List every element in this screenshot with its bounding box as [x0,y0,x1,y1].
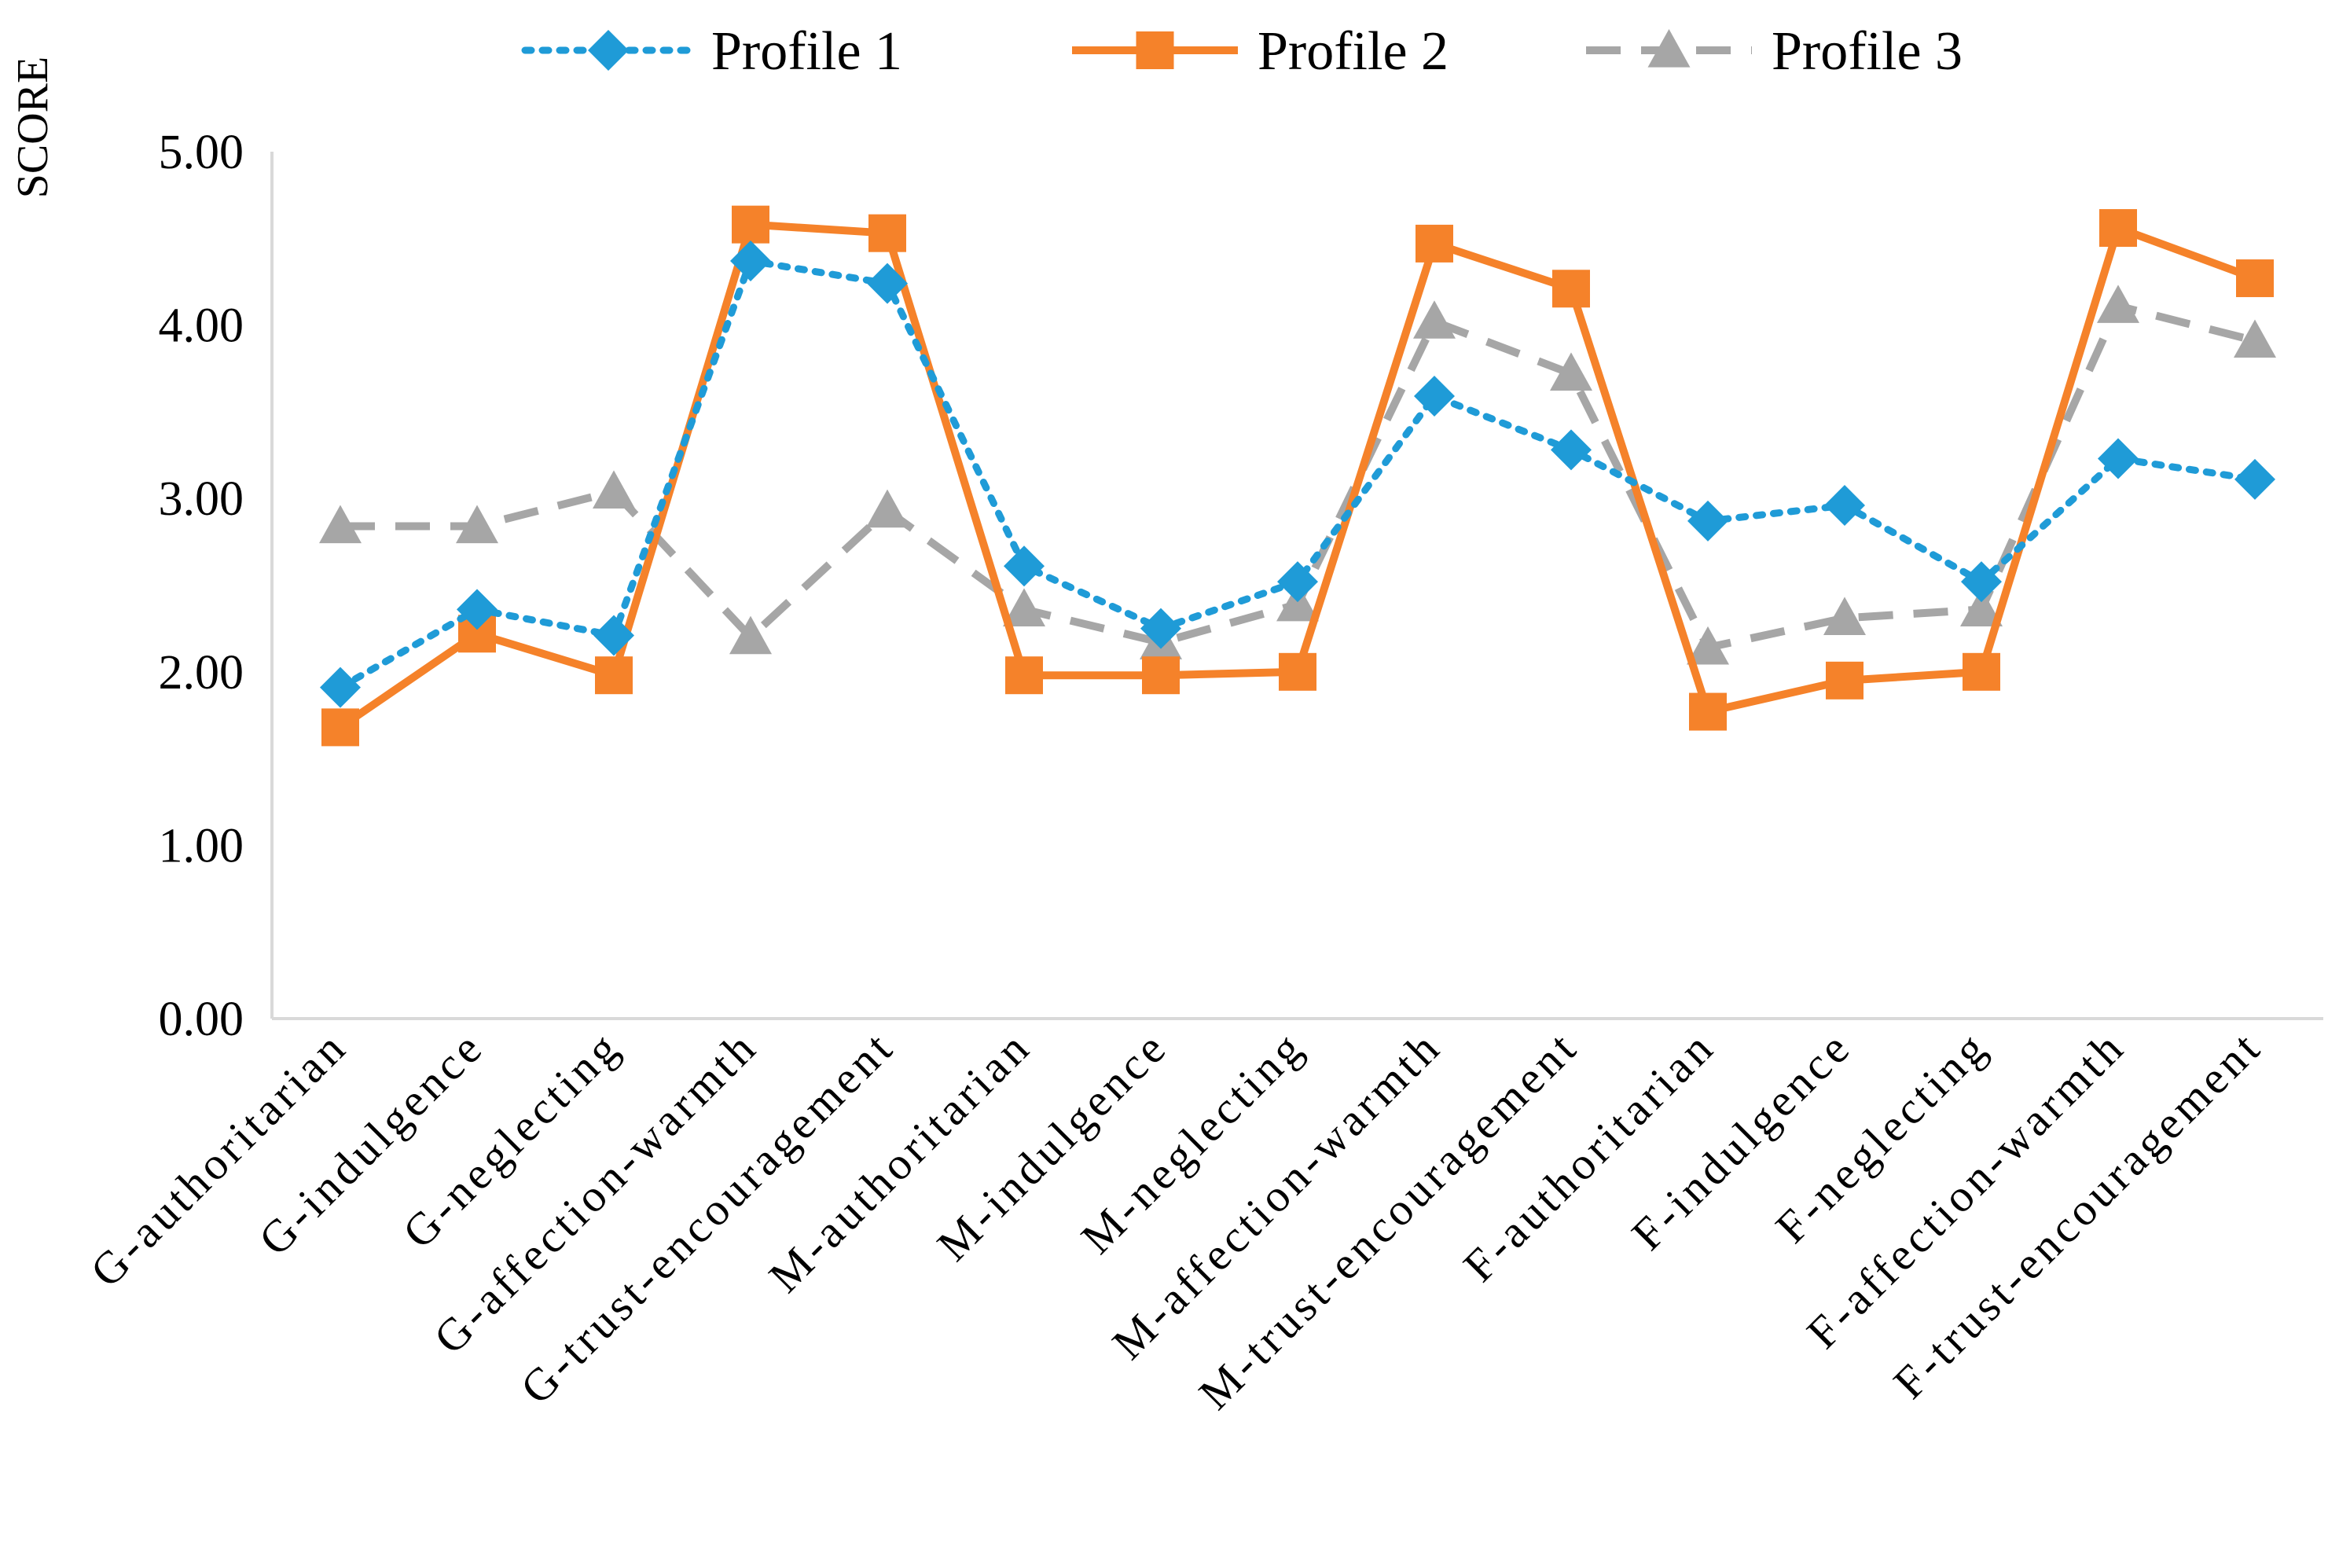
legend-item-profile-2: Profile 2 [1072,21,1449,82]
x-tick-label: M-indulgence [927,1020,1177,1270]
data-point [2097,285,2139,323]
data-point [1960,588,2003,626]
data-point [732,205,769,244]
data-point [1277,561,1318,603]
data-point [320,666,361,708]
series-line [338,220,2256,731]
x-axis-ticks: G-authoritarianG-indulgenceG-neglectingG… [80,1020,2271,1419]
data-point [730,240,771,281]
data-point [1413,300,1456,339]
legend-marker-diamond-icon [588,30,629,71]
data-point [1687,626,1729,665]
series-profile-1 [320,240,2275,708]
data-point [593,615,634,656]
series-group [319,205,2276,747]
legend-marker-square-icon [1136,31,1174,69]
data-point [1279,652,1316,691]
data-point [1824,485,1865,527]
data-point [1005,656,1043,695]
x-tick-label: G-authoritarian [80,1020,357,1297]
y-tick-label: 0.00 [159,993,244,1046]
data-point [868,214,906,252]
data-point [1687,500,1728,542]
data-point [456,505,498,544]
data-point [1963,652,2000,691]
legend-label: Profile 2 [1258,21,1449,82]
y-tick-label: 2.00 [159,646,244,700]
data-point [1826,661,1863,700]
y-tick-label: 4.00 [159,299,244,353]
data-point [1416,224,1453,263]
x-tick-label: F-authoritarian [1453,1020,1724,1291]
data-point [1004,545,1045,587]
data-point [867,263,908,304]
data-point [593,470,635,509]
y-axis-label: SCORE [9,57,57,199]
data-point [1414,376,1455,417]
data-point [1142,656,1180,695]
legend: Profile 1 Profile 2 Profile 3 [521,21,1963,82]
data-point [457,589,498,630]
legend-marker-triangle-icon [1647,29,1691,68]
data-point [1823,597,1866,636]
data-point [2099,209,2137,248]
y-tick-label: 3.00 [159,472,244,526]
data-point [2234,458,2275,500]
data-point [2098,438,2139,479]
data-point [1551,429,1592,471]
series-profile-3 [319,285,2276,665]
legend-item-profile-1: Profile 1 [521,21,902,82]
data-point [729,615,772,655]
x-tick-label: M-authoritarian [759,1020,1041,1302]
data-point [866,489,909,528]
data-point [321,708,359,747]
data-point [1689,692,1727,731]
y-axis-ticks: 0.00 1.00 2.00 3.00 4.00 5.00 [159,126,244,1046]
data-point [1550,352,1592,391]
data-point [319,505,362,544]
data-point [1140,608,1181,649]
data-point [1552,270,1590,308]
legend-label: Profile 1 [711,21,902,82]
legend-item-profile-3: Profile 3 [1586,21,1963,82]
data-point [2234,319,2276,358]
y-tick-label: 5.00 [159,126,244,179]
legend-label: Profile 3 [1772,21,1963,82]
data-point [1961,561,2002,603]
data-point [1003,588,1045,626]
data-point [2236,259,2274,298]
data-point [595,656,633,695]
y-tick-label: 1.00 [159,819,244,872]
